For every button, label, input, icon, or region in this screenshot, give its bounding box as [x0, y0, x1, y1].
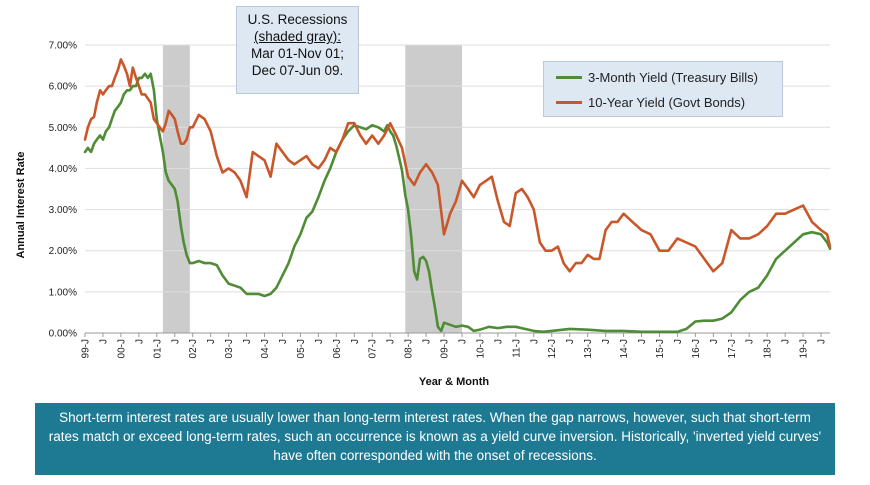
y-tick-label: 5.00% — [49, 123, 77, 134]
recession-note-line2: (shaded gray): — [253, 29, 342, 44]
x-tick-label: 16-J — [691, 339, 702, 358]
y-tick-label: 0.00% — [49, 329, 77, 340]
x-tick-label: J — [673, 339, 684, 344]
x-tick-label: J — [422, 339, 433, 344]
x-tick-label: 06-J — [332, 339, 343, 358]
x-tick-label: J — [206, 339, 217, 344]
x-tick-label: 08-J — [404, 339, 415, 358]
x-tick-label: 10-J — [475, 339, 486, 358]
x-tick-label: 02-J — [188, 339, 199, 358]
series-lines — [83, 58, 832, 334]
x-tick-label: 03-J — [224, 339, 235, 358]
recession-note-line1: U.S. Recessions — [247, 12, 348, 27]
x-tick-label: J — [745, 339, 756, 344]
legend-label-10-year: 10-Year Yield (Govt Bonds) — [588, 94, 746, 110]
x-tick-label: J — [98, 339, 109, 344]
legend-label-3-month: 3-Month Yield (Treasury Bills) — [588, 69, 759, 85]
series-line-10-year — [83, 58, 832, 273]
x-tick-label: J — [278, 339, 289, 344]
x-tick-label: J — [817, 339, 828, 344]
x-tick-label: J — [493, 339, 504, 344]
x-tick-label: 17-J — [727, 339, 738, 358]
x-tick-label: J — [637, 339, 648, 344]
x-tick-label: J — [601, 339, 612, 344]
x-tick-label: 15-J — [655, 339, 666, 358]
axes: 0.00% 1.00% 2.00% 3.00% 4.00% 5.00% 6.00% 7.00%… — [49, 41, 828, 359]
recession-note-line3: Mar 01-Nov 01; — [250, 46, 345, 61]
recession-shading-layer — [162, 45, 462, 333]
x-tick-label: 00-J — [116, 339, 127, 358]
legend-item-3-month: 3-Month Yield (Treasury Bills) — [556, 68, 758, 86]
x-tick-label: 04-J — [260, 339, 271, 358]
recession-band-2 — [405, 45, 462, 333]
x-tick-label: J — [529, 339, 540, 344]
y-tick-label: 6.00% — [49, 82, 77, 93]
y-tick-label: 3.00% — [49, 205, 77, 216]
y-tick-label: 4.00% — [49, 164, 77, 175]
x-tick-label: 12-J — [547, 339, 558, 358]
x-tick-label: 99-J — [81, 339, 92, 358]
x-tick-label: J — [781, 339, 792, 344]
x-tick-label: J — [170, 339, 181, 344]
recession-note: U.S. Recessions (shaded gray): Mar 01-No… — [236, 6, 359, 94]
x-tick-label: 18-J — [763, 339, 774, 358]
x-tick-label: 19-J — [799, 339, 810, 358]
recession-note-line4: Dec 07-Jun 09. — [251, 63, 344, 78]
x-tick-label: J — [242, 339, 253, 344]
x-tick-label: J — [709, 339, 720, 344]
x-tick-label: 01-J — [152, 339, 163, 358]
x-tick-label: 09-J — [440, 339, 451, 358]
x-tick-label: 11-J — [511, 339, 522, 358]
x-tick-label: J — [134, 339, 145, 344]
y-tick-label: 7.00% — [49, 41, 77, 52]
x-tick-label: J — [314, 339, 325, 344]
legend-swatch-orange — [556, 100, 582, 104]
y-tick-label: 1.00% — [49, 287, 77, 298]
recession-band-1 — [162, 45, 190, 333]
x-tick-label: 05-J — [296, 339, 307, 358]
x-tick-label: 07-J — [368, 339, 379, 358]
series-line-3-month — [83, 72, 832, 334]
legend: 3-Month Yield (Treasury Bills) 10-Year Y… — [543, 61, 783, 117]
x-tick-label: J — [457, 339, 468, 344]
caption-box: Short-term interest rates are usually lo… — [35, 403, 835, 475]
legend-item-10-year: 10-Year Yield (Govt Bonds) — [556, 93, 745, 111]
yield-chart: 0.00% 1.00% 2.00% 3.00% 4.00% 5.00% 6.00% 7.00%… — [15, 41, 832, 388]
x-tick-label: 14-J — [619, 339, 630, 358]
y-tick-label: 2.00% — [49, 246, 77, 257]
legend-swatch-green — [556, 75, 582, 79]
x-tick-label: J — [386, 339, 397, 344]
x-tick-label: J — [350, 339, 361, 344]
y-axis-title: Annual Interest Rate — [15, 152, 27, 259]
x-tick-label: J — [565, 339, 576, 344]
x-axis-title: Year & Month — [419, 376, 490, 388]
x-tick-label: 13-J — [583, 339, 594, 358]
